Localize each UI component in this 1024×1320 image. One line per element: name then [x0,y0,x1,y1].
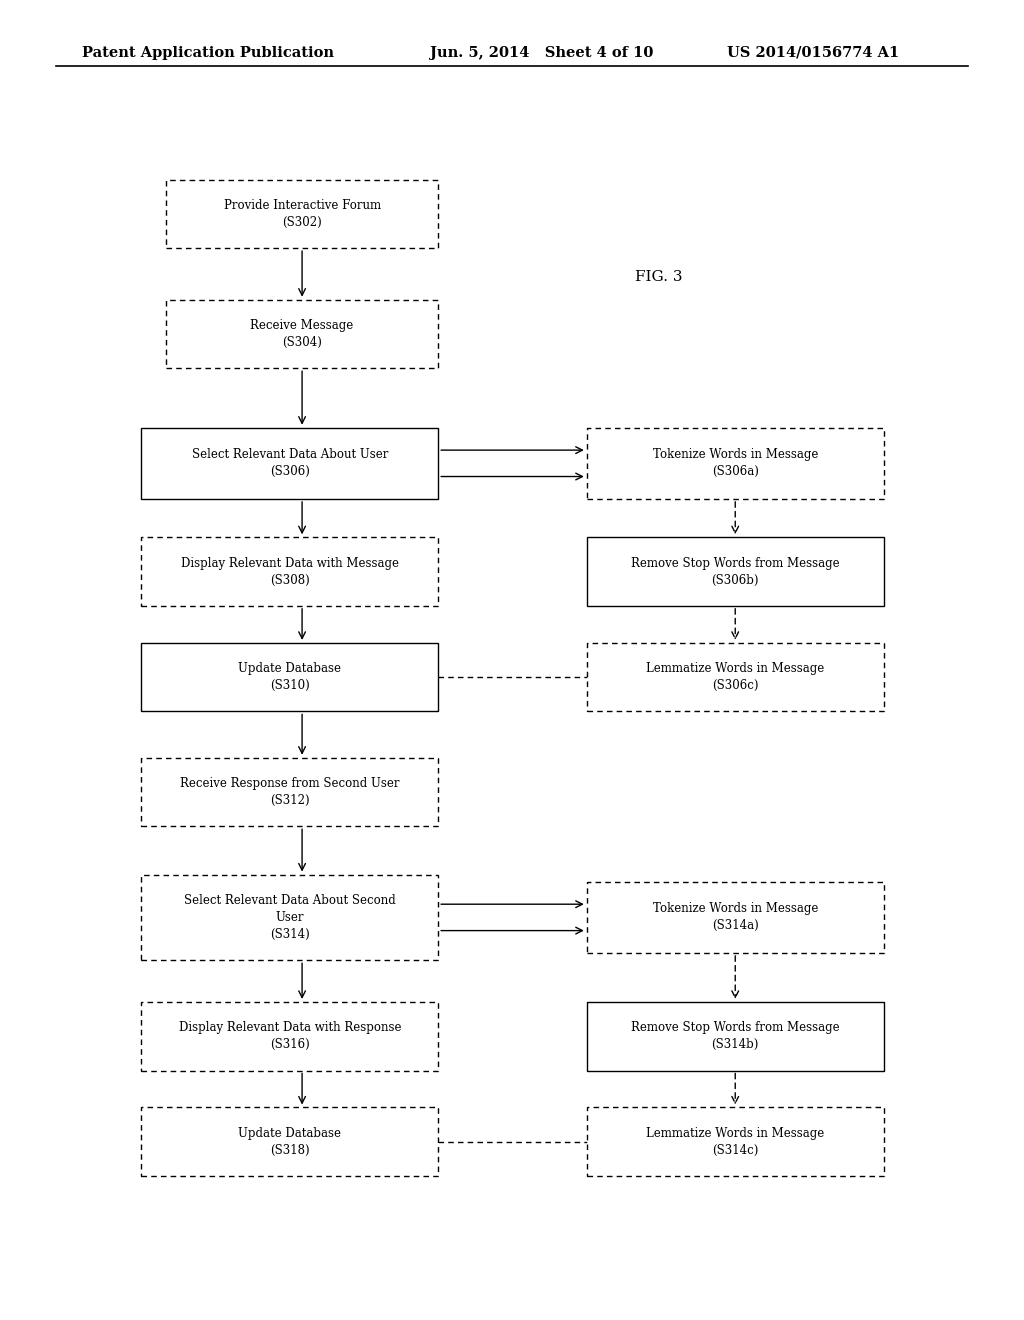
Bar [141,758,438,826]
Bar [141,1107,438,1176]
Bar [587,428,884,499]
Text: Display Relevant Data with Message
(S308): Display Relevant Data with Message (S308… [181,557,398,586]
Bar [587,643,884,711]
Text: Remove Stop Words from Message
(S306b): Remove Stop Words from Message (S306b) [631,557,840,586]
Bar [587,882,884,953]
Bar [141,537,438,606]
Text: Patent Application Publication: Patent Application Publication [82,46,334,59]
Text: Jun. 5, 2014   Sheet 4 of 10: Jun. 5, 2014 Sheet 4 of 10 [430,46,653,59]
Bar [587,1107,884,1176]
Text: Lemmatize Words in Message
(S306c): Lemmatize Words in Message (S306c) [646,663,824,692]
Bar [141,875,438,961]
Text: Remove Stop Words from Message
(S314b): Remove Stop Words from Message (S314b) [631,1022,840,1051]
Text: Tokenize Words in Message
(S306a): Tokenize Words in Message (S306a) [652,449,818,478]
Text: Select Relevant Data About User
(S306): Select Relevant Data About User (S306) [191,449,388,478]
Text: Receive Message
(S304): Receive Message (S304) [251,319,353,348]
Text: FIG. 3: FIG. 3 [635,271,682,284]
Text: Select Relevant Data About Second
User
(S314): Select Relevant Data About Second User (… [184,894,395,941]
Bar [587,537,884,606]
Bar [141,643,438,711]
Text: Receive Response from Second User
(S312): Receive Response from Second User (S312) [180,777,399,807]
Text: Tokenize Words in Message
(S314a): Tokenize Words in Message (S314a) [652,903,818,932]
Bar [141,428,438,499]
Bar [141,1002,438,1071]
Text: Update Database
(S318): Update Database (S318) [239,1127,341,1156]
Text: US 2014/0156774 A1: US 2014/0156774 A1 [727,46,899,59]
Text: Display Relevant Data with Response
(S316): Display Relevant Data with Response (S31… [178,1022,401,1051]
Bar [166,180,438,248]
Bar [587,1002,884,1071]
Text: Provide Interactive Forum
(S302): Provide Interactive Forum (S302) [223,199,381,228]
Text: Lemmatize Words in Message
(S314c): Lemmatize Words in Message (S314c) [646,1127,824,1156]
Bar [166,300,438,368]
Text: Update Database
(S310): Update Database (S310) [239,663,341,692]
